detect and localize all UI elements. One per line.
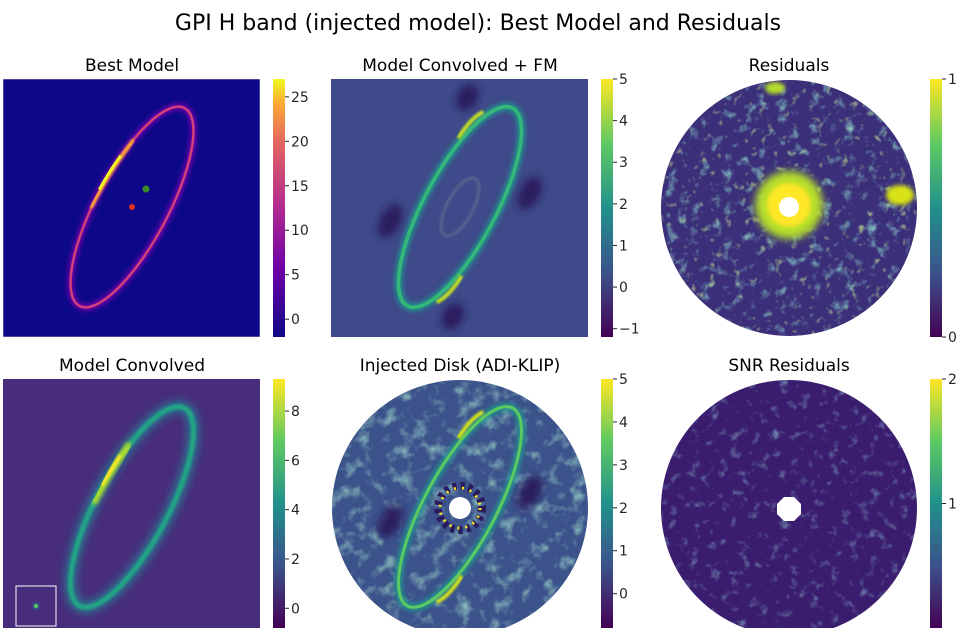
colorbar-tick-label: 2 — [291, 552, 300, 568]
central-mask — [449, 497, 471, 519]
disk-ring — [397, 405, 523, 609]
colorbar-tick-label: 5 — [619, 72, 628, 88]
colorbar-ticks: 01 — [942, 72, 957, 346]
panel-title: Model Convolved — [59, 356, 205, 376]
colorbar-tick-label: 3 — [619, 458, 628, 474]
disk-bright-arc — [435, 274, 464, 304]
panel-title: Model Convolved + FM — [362, 56, 557, 76]
colorbar — [273, 79, 285, 337]
image-background — [3, 379, 260, 628]
disk-bright-arc — [456, 410, 485, 440]
panel-title: SNR Residuals — [728, 356, 850, 376]
panel-title: Injected Disk (ADI-KLIP) — [360, 356, 561, 376]
panel-title: Residuals — [749, 56, 830, 76]
colorbar-tick-label: 8 — [291, 404, 300, 420]
disk-ring — [396, 104, 524, 310]
panel-snr-residuals: SNR Residuals 12 — [661, 356, 957, 628]
green-marker — [142, 185, 150, 193]
self-subtraction-lobe — [456, 84, 479, 111]
colorbar-tick-label: 2 — [948, 372, 957, 388]
colorbar-ticks: −1 0 1 2 3 4 5 — [613, 72, 640, 338]
colorbar-tick-label: 1 — [948, 72, 957, 88]
colorbar — [930, 379, 942, 628]
colorbar-tick-label: 2 — [619, 197, 628, 213]
central-artifacts-bright — [438, 486, 482, 530]
residual-blob — [886, 185, 914, 205]
colorbar-tick-label: 4 — [619, 114, 628, 130]
self-subtraction-lobe — [378, 204, 403, 238]
colorbar-tick-label: 3 — [619, 155, 628, 171]
colorbar — [273, 379, 285, 628]
disk-peak-arc — [98, 154, 122, 191]
colorbar-tick-label: 2 — [619, 501, 628, 517]
colorbar-tick-label: 20 — [291, 134, 309, 150]
colorbar-tick-label: 6 — [291, 453, 300, 469]
colorbar — [601, 79, 613, 337]
colorbar-tick-label: 0 — [619, 280, 628, 296]
colorbar-tick-label: 1 — [619, 238, 628, 254]
panel-title: Best Model — [85, 56, 179, 76]
figure-title: GPI H band (injected model): Best Model … — [175, 11, 781, 36]
colorbar-tick-label: 1 — [619, 544, 628, 560]
self-subtraction-lobe — [441, 303, 464, 330]
central-mask — [779, 197, 799, 217]
colorbar — [930, 79, 942, 337]
psf-core — [34, 604, 38, 608]
colorbar-tick-label: 5 — [291, 268, 300, 284]
image-background — [331, 79, 588, 337]
colorbar-ticks: 12 — [942, 372, 957, 513]
colorbar-tick-label: 15 — [291, 179, 309, 195]
colorbar — [601, 379, 613, 628]
colorbar-tick-label: 25 — [291, 90, 309, 106]
colorbar-tick-label: 1 — [948, 497, 957, 513]
colorbar-ticks: 0 2 4 6 8 — [285, 404, 300, 617]
panel-best-model: Best Model 0 5 10 15 20 25 — [2, 56, 309, 338]
self-subtraction-lobe — [517, 476, 542, 510]
inner-residual — [439, 176, 481, 238]
colorbar-ticks: 0 5 10 15 20 25 — [285, 90, 309, 328]
colorbar-tick-label: 0 — [291, 312, 300, 328]
panel-model-convolved: Model Convolved 0 2 4 6 8 — [3, 356, 300, 628]
central-mask — [777, 497, 801, 521]
colorbar-tick-label: 10 — [291, 223, 309, 239]
self-subtraction-lobe — [378, 504, 403, 538]
central-artifacts — [434, 482, 486, 534]
disk-peak-arc — [99, 454, 123, 487]
psf-inset-frame — [15, 585, 57, 627]
colorbar-tick-label: 0 — [619, 587, 628, 603]
colorbar-ticks: 0 1 2 3 4 5 — [613, 372, 628, 603]
colorbar-tick-label: 0 — [948, 330, 957, 346]
panel-model-convolved-fm: Model Convolved + FM −1 0 1 2 3 4 5 — [331, 56, 640, 338]
disk-bright-arc — [456, 110, 485, 140]
self-subtraction-lobe — [517, 176, 542, 210]
colorbar-tick-label: 4 — [619, 415, 628, 431]
panel-residuals: Residuals 01 — [661, 56, 957, 346]
panel-injected-disk: Injected Disk (ADI-KLIP) 0 1 2 3 4 5 — [332, 356, 628, 628]
colorbar-tick-label: 0 — [291, 601, 300, 617]
colorbar-tick-label: −1 — [619, 322, 640, 338]
colorbar-tick-label: 5 — [619, 372, 628, 388]
colorbar-tick-label: 4 — [291, 503, 300, 519]
red-marker — [129, 204, 135, 210]
disk-bright-arc — [435, 574, 464, 604]
residual-blob — [765, 82, 785, 94]
